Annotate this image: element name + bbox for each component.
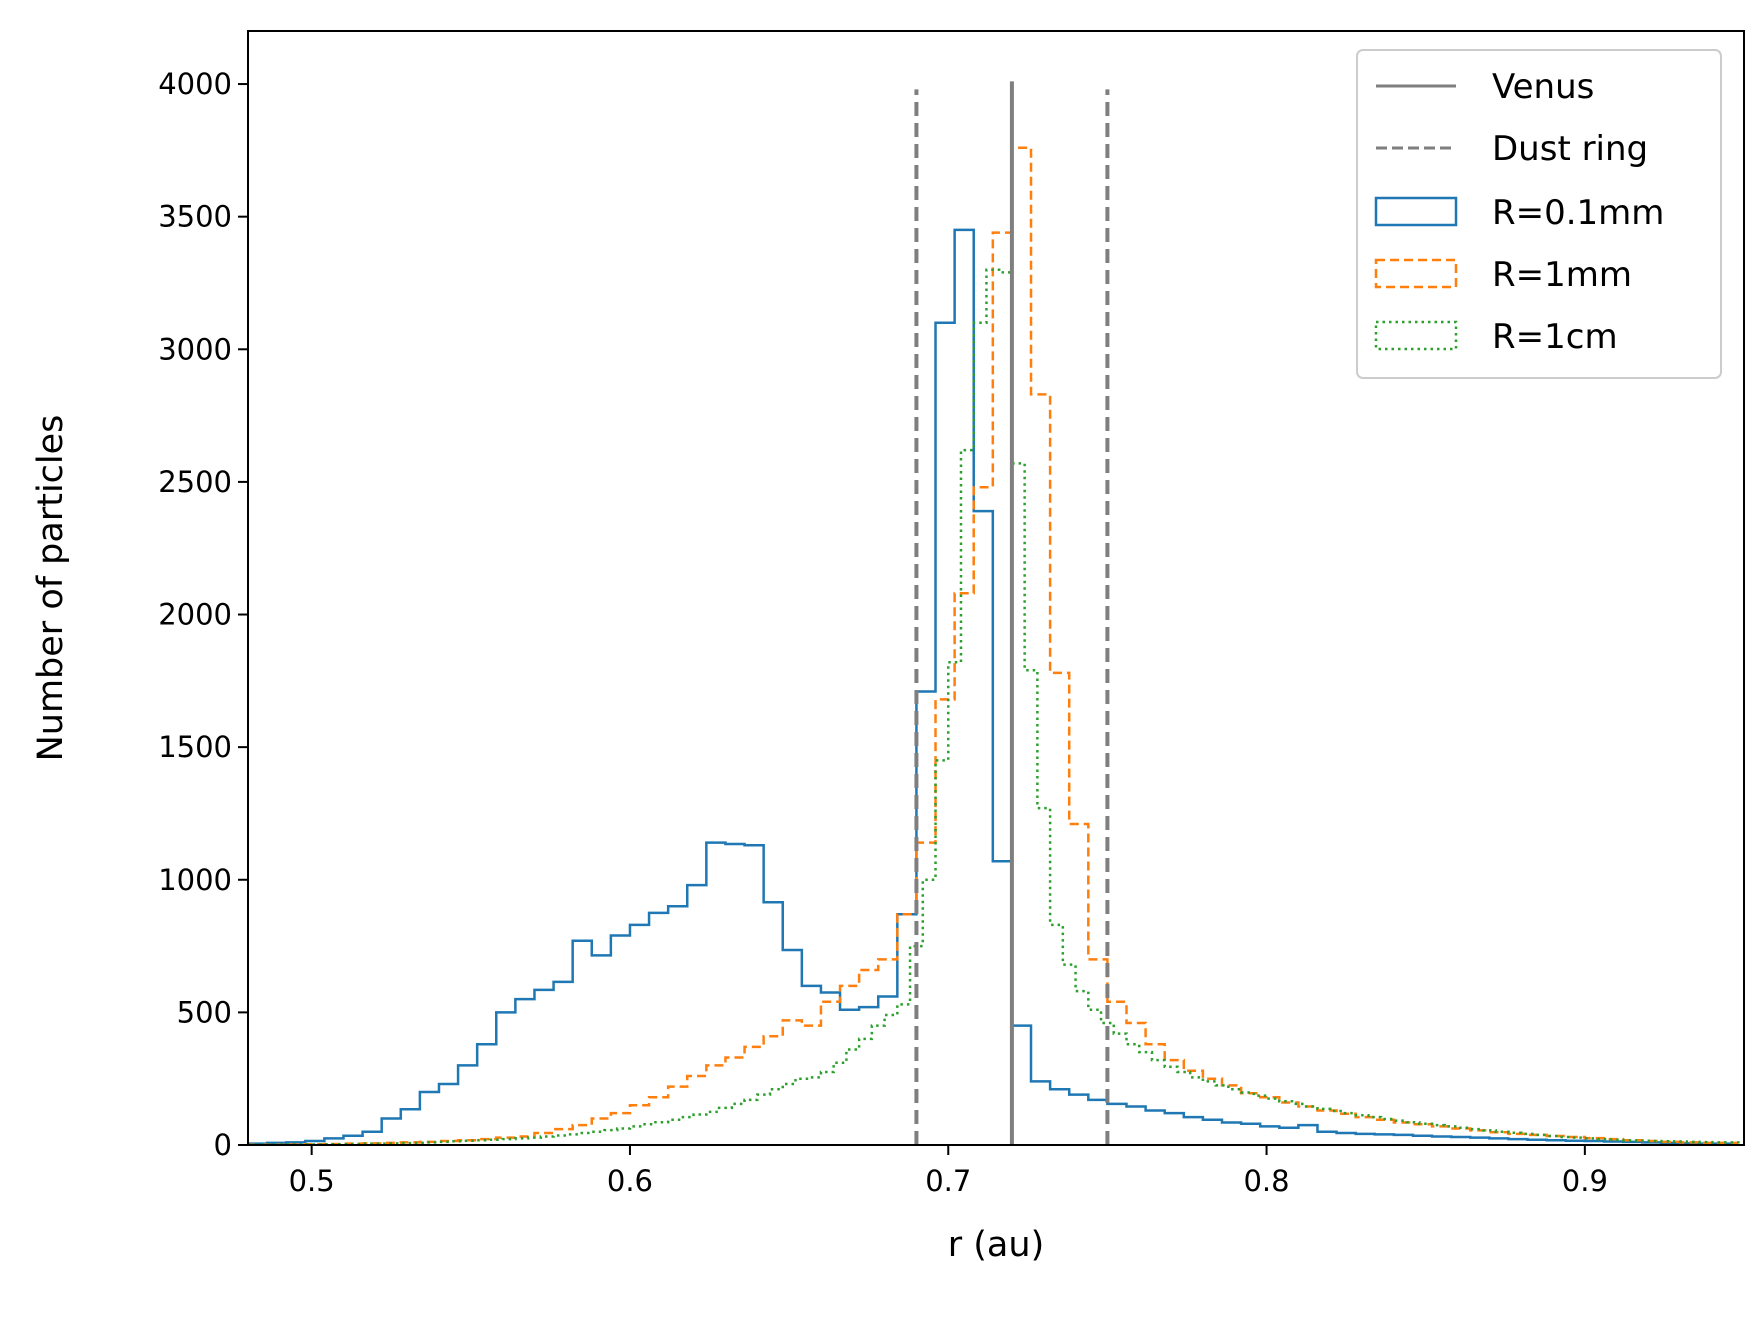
legend-r1mm-label: R=1mm <box>1492 255 1632 295</box>
x-tick-label: 0.9 <box>1562 1164 1608 1198</box>
series-r-0-1mm <box>248 228 1738 1145</box>
legend: Venus Dust ring R=0.1mm R=1mm R=1cm <box>1356 49 1722 379</box>
plot-frame <box>247 30 1745 1146</box>
x-tick-label: 0.8 <box>1243 1164 1289 1198</box>
y-tick-label: 1000 <box>158 863 232 897</box>
y-tick-label: 3500 <box>158 200 232 234</box>
legend-r01mm-label: R=0.1mm <box>1492 193 1664 233</box>
legend-r1mm-swatch <box>1374 258 1458 289</box>
x-axis-label: r (au) <box>948 1225 1044 1265</box>
y-tick-label: 1500 <box>158 730 232 764</box>
y-tick-label: 3000 <box>158 332 232 366</box>
y-axis: 0 500 1000 1500 2000 2500 3000 3500 4000 <box>158 67 248 1162</box>
legend-r01mm-swatch <box>1374 196 1458 227</box>
x-tick-label: 0.5 <box>289 1164 335 1198</box>
series-r-1cm <box>248 268 1744 1145</box>
y-tick-label: 2500 <box>158 465 232 499</box>
y-tick-label: 500 <box>177 995 232 1029</box>
series-layer <box>248 146 1744 1145</box>
y-tick-label: 4000 <box>158 67 232 101</box>
legend-dust-ring-label: Dust ring <box>1492 129 1648 169</box>
x-tick-label: 0.7 <box>925 1164 971 1198</box>
legend-venus-label: Venus <box>1492 67 1594 107</box>
legend-r1cm-swatch <box>1374 320 1458 351</box>
y-tick-label: 0 <box>214 1128 232 1162</box>
y-axis-label: Number of particles <box>31 415 71 762</box>
vline-layer <box>914 81 1110 1145</box>
x-tick-label: 0.6 <box>607 1164 653 1198</box>
legend-r1cm-label: R=1cm <box>1492 317 1618 357</box>
y-tick-label: 2000 <box>158 598 232 632</box>
x-axis: 0.5 0.6 0.7 0.8 0.9 <box>289 1145 1608 1198</box>
series-r-1mm <box>248 146 1738 1145</box>
legend-box <box>1356 49 1722 379</box>
